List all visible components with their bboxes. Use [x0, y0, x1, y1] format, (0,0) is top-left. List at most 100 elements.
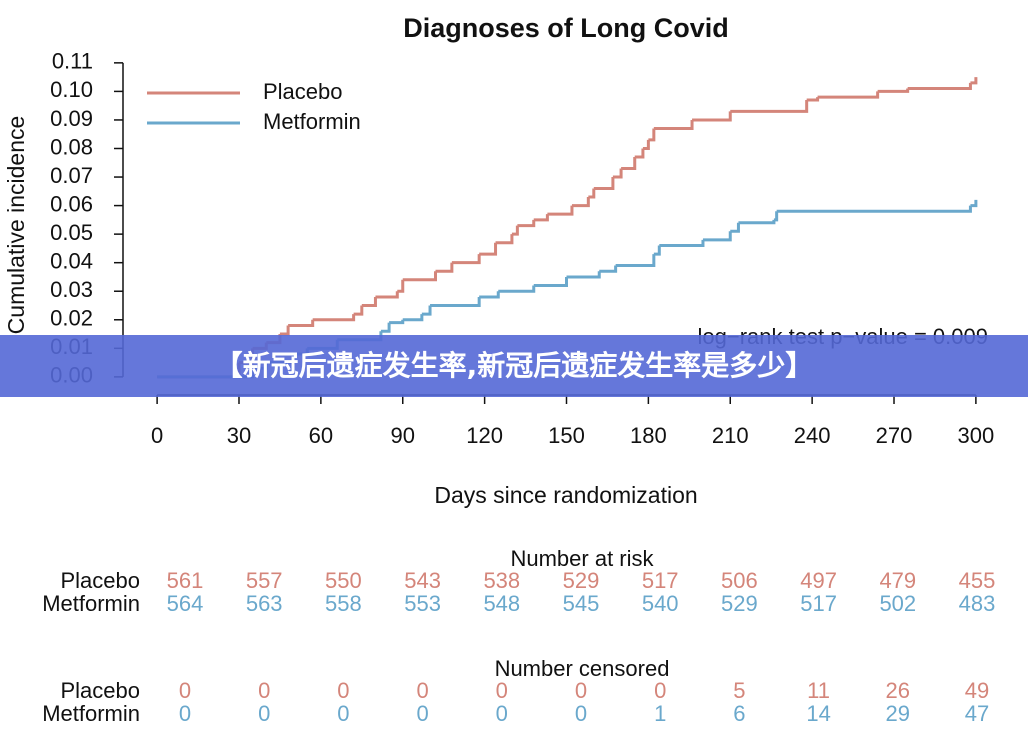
table-cell: 529 — [563, 568, 600, 593]
x-axis-label: Days since randomization — [434, 482, 697, 508]
step — [571, 197, 590, 208]
step — [692, 111, 732, 122]
table-cell: 502 — [879, 591, 916, 616]
step — [375, 291, 399, 299]
step — [288, 319, 315, 327]
table-cell: 11 — [807, 678, 830, 703]
table-cell: 497 — [800, 568, 837, 593]
step — [402, 314, 424, 322]
step — [498, 285, 536, 293]
step — [877, 88, 910, 93]
table-cell: 558 — [325, 591, 362, 616]
step — [566, 271, 601, 279]
table-cell: 0 — [337, 701, 349, 726]
step — [451, 254, 481, 265]
step — [361, 296, 377, 308]
y-tick-label: 0.04 — [50, 248, 93, 273]
step — [588, 188, 596, 199]
table-cell: 49 — [965, 678, 989, 703]
table-cell: 0 — [496, 678, 508, 703]
step — [430, 296, 481, 308]
table-cell: 563 — [246, 591, 283, 616]
table-cell: 0 — [337, 678, 349, 703]
step — [970, 77, 978, 85]
step — [642, 139, 650, 150]
step — [817, 91, 880, 99]
x-tick-label: 120 — [466, 423, 503, 448]
step — [402, 271, 437, 282]
table-cell: 455 — [959, 568, 996, 593]
table-cell: 517 — [642, 568, 679, 593]
table-cell: 0 — [416, 701, 428, 726]
table-cell: 506 — [721, 568, 758, 593]
legend-label: Metformin — [263, 109, 361, 134]
step — [653, 119, 694, 131]
table-cell: 0 — [258, 678, 270, 703]
step — [776, 205, 972, 213]
step — [397, 279, 405, 293]
table-cell: 0 — [179, 678, 191, 703]
step — [533, 214, 549, 222]
step — [479, 291, 500, 299]
step — [621, 157, 637, 170]
table-title: Number censored — [495, 656, 670, 681]
table-cell: 0 — [575, 701, 587, 726]
table-row-label: Placebo — [60, 568, 140, 593]
table-cell: 26 — [886, 678, 910, 703]
step — [702, 231, 732, 242]
step — [773, 211, 779, 222]
table-cell: 517 — [800, 591, 837, 616]
x-tick-label: 240 — [794, 423, 831, 448]
table-cell: 564 — [167, 591, 204, 616]
y-tick-label: 0.03 — [50, 277, 93, 302]
table-cell: 553 — [404, 591, 441, 616]
y-tick-label: 0.09 — [50, 106, 93, 131]
table-cell: 545 — [563, 591, 600, 616]
x-tick-label: 270 — [876, 423, 913, 448]
x-tick-label: 180 — [630, 423, 667, 448]
step — [435, 262, 454, 273]
step — [511, 225, 519, 236]
y-tick-label: 0.05 — [50, 220, 93, 245]
table-cell: 47 — [965, 701, 989, 726]
step — [970, 199, 978, 208]
table-title: Number at risk — [510, 546, 654, 571]
y-axis-label: Cumulative incidence — [3, 116, 29, 335]
table-cell: 548 — [483, 591, 520, 616]
table-cell: 5 — [733, 678, 745, 703]
step — [389, 319, 405, 325]
y-tick-label: 0.06 — [50, 191, 93, 216]
table-cell: 0 — [258, 701, 270, 726]
table-row-label: Placebo — [60, 678, 140, 703]
step — [421, 305, 432, 316]
step — [648, 128, 656, 142]
x-tick-label: 300 — [958, 423, 995, 448]
step — [533, 276, 568, 288]
step — [312, 314, 356, 322]
table-cell: 538 — [483, 568, 520, 593]
table-cell: 550 — [325, 568, 362, 593]
step — [495, 234, 514, 245]
x-tick-label: 150 — [548, 423, 585, 448]
step — [907, 82, 972, 91]
step — [380, 322, 391, 333]
table-cell: 29 — [886, 701, 910, 726]
banner: 【新冠后遗症发生率,新冠后遗症发生率是多少】 — [0, 335, 1028, 397]
y-tick-label: 0.08 — [50, 134, 93, 159]
step — [353, 305, 364, 316]
step — [279, 325, 290, 336]
step — [593, 177, 615, 190]
x-tick-label: 0 — [151, 423, 163, 448]
table-cell: 0 — [654, 678, 666, 703]
table-cell: 483 — [959, 591, 996, 616]
x-tick-label: 60 — [309, 423, 333, 448]
table-row-label: Metformin — [42, 591, 140, 616]
table-cell: 529 — [721, 591, 758, 616]
table-cell: 0 — [416, 678, 428, 703]
x-tick-label: 30 — [227, 423, 251, 448]
step — [806, 97, 820, 102]
y-tick-label: 0.10 — [50, 77, 93, 102]
step — [634, 148, 645, 159]
chart-title: Diagnoses of Long Covid — [403, 13, 729, 43]
